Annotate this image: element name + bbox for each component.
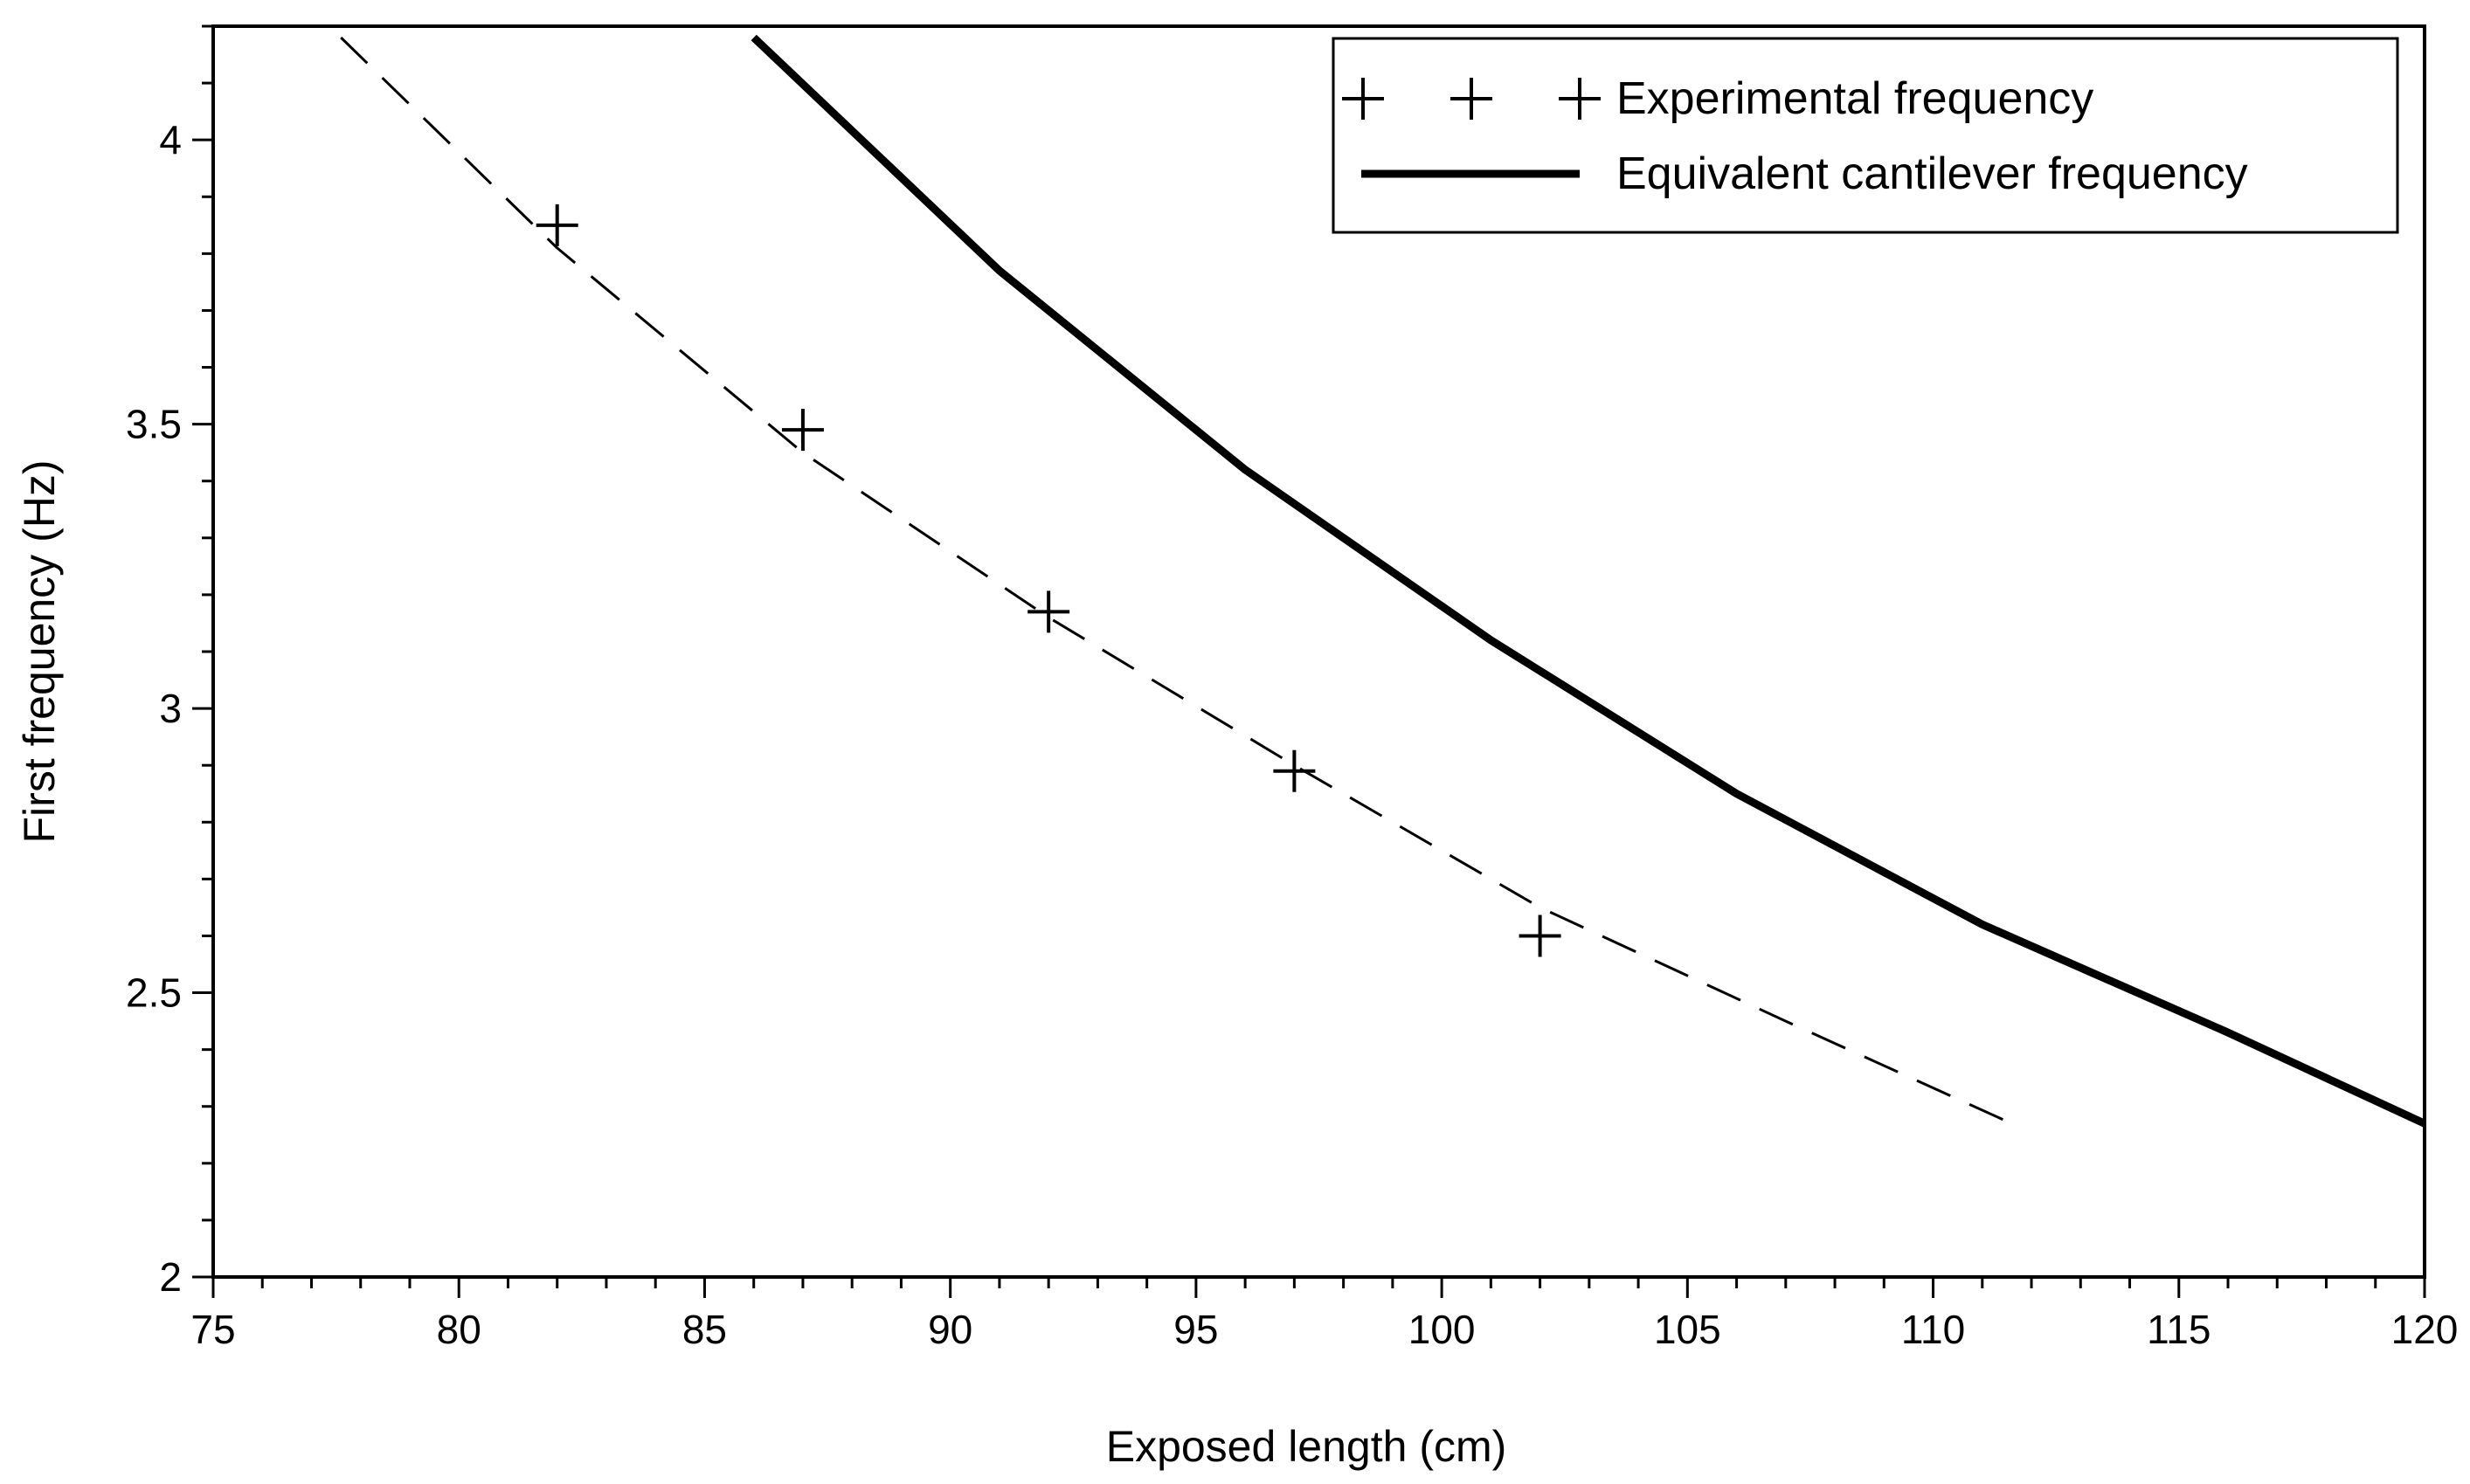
legend-label-experimental: Experimental frequency xyxy=(1616,73,2093,124)
x-tick-label: 75 xyxy=(190,1307,235,1352)
experimental-fit-line xyxy=(340,36,2013,1125)
x-tick-label: 110 xyxy=(1901,1307,1965,1352)
x-tick-label: 95 xyxy=(1173,1307,1218,1352)
cantilever-frequency-line xyxy=(751,34,2426,1128)
x-axis: 75 80 85 90 95 100 105 110 115 120 xyxy=(190,1277,2458,1352)
experimental-point xyxy=(1519,915,1561,957)
legend: Experimental frequency Equivalent cantil… xyxy=(1332,37,2399,234)
series-layer xyxy=(340,34,2426,1128)
legend-box xyxy=(1332,37,2399,234)
y-tick-label: 3 xyxy=(159,686,182,731)
experimental-point xyxy=(781,409,824,452)
y-tick-label: 2 xyxy=(159,1254,182,1300)
legend-marker-experimental xyxy=(1342,78,1601,120)
x-tick-label: 105 xyxy=(1654,1307,1721,1352)
y-tick-label: 3.5 xyxy=(126,402,182,447)
x-tick-label: 120 xyxy=(2391,1307,2459,1352)
x-tick-label: 115 xyxy=(2147,1307,2211,1352)
y-tick-label: 4 xyxy=(159,117,182,162)
experimental-point xyxy=(1273,749,1316,792)
x-tick-label: 80 xyxy=(437,1307,481,1352)
y-axis-label: First frequency (Hz) xyxy=(15,460,64,844)
x-tick-label: 85 xyxy=(682,1307,727,1352)
y-tick-label: 2.5 xyxy=(126,970,182,1016)
experimental-point xyxy=(1027,590,1070,633)
experimental-point xyxy=(536,204,578,246)
x-tick-label: 90 xyxy=(928,1307,972,1352)
legend-label-cantilever: Equivalent cantilever frequency xyxy=(1616,148,2248,199)
x-axis-label: Exposed length (cm) xyxy=(1106,1422,1507,1471)
x-tick-label: 100 xyxy=(1408,1307,1476,1352)
y-axis: 2 2.5 3 3.5 4 xyxy=(126,24,213,1300)
